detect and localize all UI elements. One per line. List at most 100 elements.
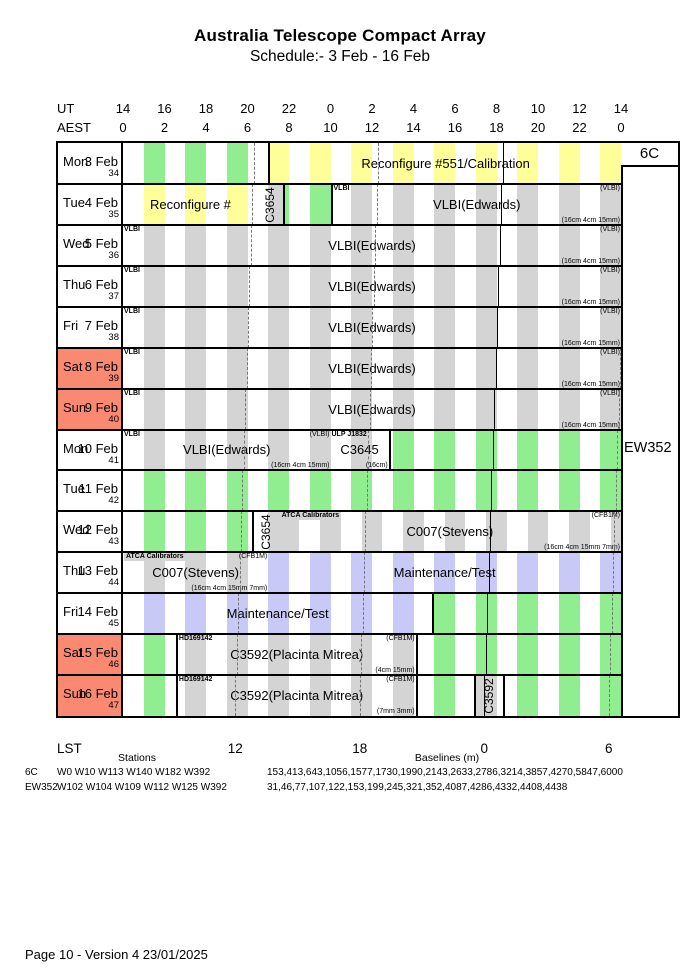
hour-stripe	[185, 552, 206, 593]
day-name: Wed	[63, 522, 90, 537]
lst-gridline	[242, 470, 244, 511]
row-separator	[58, 633, 621, 635]
hour-stripe	[143, 143, 165, 184]
hour-stripe	[351, 143, 372, 184]
hour-stripe	[268, 184, 285, 225]
row-timeline: C3592(Placinta Mitrea) HD169142 (CFB1M) (4c…	[123, 634, 621, 675]
hour-stripe	[434, 593, 455, 634]
lst-gridline	[253, 143, 255, 184]
segment-bands-tag: (16cm 4cm 15mm)	[561, 299, 620, 306]
hour-stripe	[143, 593, 165, 634]
hour-stripe	[434, 552, 455, 593]
hour-stripe	[226, 307, 248, 348]
lst-gridline	[373, 266, 375, 307]
hour-stripe	[351, 593, 372, 634]
hour-stripe	[558, 348, 580, 389]
day-name: Thu	[63, 277, 86, 292]
hour-stripe	[268, 389, 289, 430]
hour-stripe	[309, 266, 331, 307]
lst-gridline	[488, 552, 490, 593]
day-date: 4 Feb	[84, 195, 118, 210]
aest-tick: 14	[406, 120, 421, 135]
hour-stripe	[351, 225, 372, 266]
aest-tick: 22	[572, 120, 587, 135]
baselines-list: 31,46,77,107,122,153,199,245,321,352,408…	[267, 782, 568, 793]
ut-axis-label: UT	[57, 101, 75, 116]
row-separator	[58, 510, 621, 512]
day-date: 11 Feb	[78, 481, 118, 496]
hour-stripe	[185, 266, 206, 307]
page-footer: Page 10 - Version 4 23/01/2025	[25, 947, 208, 962]
hour-stripe	[185, 389, 206, 430]
row-timeline: VLBI(Edwards) VLBI (VLBI) (16cm 4cm 15mm)	[123, 348, 621, 389]
lst-gridline	[498, 266, 500, 307]
hour-stripe	[475, 225, 497, 266]
lst-gridline	[611, 593, 613, 634]
hour-stripe	[517, 552, 538, 593]
row-separator	[58, 469, 621, 471]
hour-stripe	[558, 225, 580, 266]
hour-stripe	[600, 348, 621, 389]
lst-gridline	[368, 430, 370, 470]
hour-stripe	[392, 470, 414, 511]
hour-stripe	[434, 470, 455, 511]
row-timeline: C3654 C007(Stevens) ATCA Calibrators (CFB1M…	[123, 511, 621, 552]
hour-stripe	[278, 511, 300, 552]
schedule-segment: VLBI(Edwards) VLBI (VLBI) (16cm 4cm 15mm)	[123, 389, 621, 430]
lst-tick: 0	[480, 741, 489, 756]
hour-stripe	[226, 389, 248, 430]
project-code-box: C3654	[251, 511, 279, 552]
hour-stripe	[351, 552, 372, 593]
segment-backend-tag: (CFB1M)	[386, 635, 415, 642]
hour-stripe	[558, 184, 580, 225]
lst-gridline	[487, 593, 489, 634]
day-name: Fri	[63, 604, 79, 619]
hour-stripe	[517, 348, 538, 389]
hour-stripe	[558, 266, 580, 307]
segment-bands-tag: (16cm 4cm 15mm 7mm)	[544, 544, 620, 551]
week-number: 44	[108, 577, 119, 588]
segment-backend-tag: (CFB1M)	[591, 512, 620, 519]
schedule-segment: VLBI(Edwards) VLBI (VLBI) (16cm 4cm 15mm)	[330, 184, 622, 225]
project-code-box: C3654	[258, 184, 285, 225]
hour-stripe	[143, 389, 165, 430]
ut-tick: 2	[368, 101, 376, 116]
hour-stripe	[351, 430, 372, 470]
row-separator	[58, 183, 621, 185]
hour-stripe	[309, 593, 331, 634]
schedule-chart: 6C EW352 Mon 3 Feb 34 Reconfigure #551/Calibr…	[56, 141, 680, 718]
schedule-segment: C3592(Placinta Mitrea) HD169142 (CFB1M) (7m…	[175, 675, 418, 716]
aest-tick: 12	[364, 120, 380, 135]
ut-tick: 18	[198, 101, 214, 116]
lst-gridline	[614, 511, 616, 552]
day-cell: Sun 16 Feb 47	[58, 675, 121, 716]
schedule-segment	[391, 430, 621, 470]
hour-stripe	[309, 430, 331, 470]
hour-stripe	[569, 511, 590, 552]
lst-gridline	[362, 593, 364, 634]
segment-project-tag: HD169142	[178, 635, 213, 642]
segment-label: VLBI(Edwards)	[433, 196, 521, 212]
segment-label: VLBI(Edwards)	[328, 237, 416, 253]
hour-stripe	[268, 307, 289, 348]
hour-stripe	[600, 430, 621, 470]
schedule-segment	[418, 634, 621, 675]
segment-project-tag: VLBI	[124, 308, 140, 315]
row-timeline: VLBI(Edwards) VLBI (VLBI) (16cm 4cm 15mm) C3…	[123, 430, 621, 470]
hour-stripe	[351, 266, 372, 307]
hour-stripe	[600, 307, 621, 348]
lst-gridline	[369, 389, 371, 430]
lst-gridline	[375, 225, 377, 266]
hour-stripe	[434, 184, 455, 225]
week-number: 47	[108, 700, 119, 711]
hour-stripe	[475, 266, 497, 307]
hour-stripe	[517, 593, 538, 634]
hour-stripe	[610, 511, 621, 552]
week-number: 43	[108, 536, 119, 547]
hour-stripe	[600, 389, 621, 430]
segment-label: VLBI(Edwards)	[328, 319, 416, 335]
lst-gridline	[250, 225, 252, 266]
stations-list: W102 W104 W109 W112 W125 W392	[57, 782, 227, 793]
week-number: 45	[108, 618, 119, 629]
lst-gridline	[361, 634, 363, 675]
